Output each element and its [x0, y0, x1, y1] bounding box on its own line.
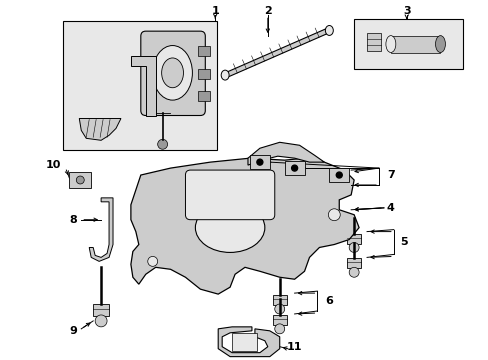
Text: 1: 1 — [211, 6, 219, 16]
Bar — [284, 161, 304, 175]
Polygon shape — [89, 198, 113, 261]
Circle shape — [336, 172, 342, 178]
Bar — [272, 315, 286, 325]
Text: 6: 6 — [325, 296, 333, 306]
Circle shape — [274, 324, 284, 334]
Ellipse shape — [435, 36, 445, 53]
Polygon shape — [79, 118, 121, 140]
Text: 8: 8 — [69, 215, 77, 225]
Polygon shape — [224, 28, 328, 77]
FancyBboxPatch shape — [141, 31, 205, 116]
Text: 11: 11 — [286, 342, 302, 352]
Circle shape — [256, 159, 263, 165]
Polygon shape — [131, 158, 358, 294]
Text: 10: 10 — [46, 160, 61, 170]
Polygon shape — [390, 36, 440, 53]
Polygon shape — [131, 56, 155, 116]
Bar — [198, 46, 210, 56]
Bar — [272, 295, 286, 305]
Text: 5: 5 — [399, 237, 407, 247]
Bar — [69, 172, 91, 188]
Bar — [346, 258, 360, 268]
Bar — [249, 155, 269, 169]
Text: 3: 3 — [402, 6, 410, 16]
Circle shape — [348, 267, 358, 277]
Circle shape — [147, 256, 157, 266]
Bar — [353, 19, 462, 69]
Ellipse shape — [221, 70, 229, 80]
Circle shape — [291, 165, 297, 171]
FancyBboxPatch shape — [185, 170, 274, 220]
Circle shape — [76, 176, 84, 184]
Circle shape — [95, 315, 107, 327]
Ellipse shape — [325, 26, 333, 35]
Text: 7: 7 — [386, 170, 394, 180]
Polygon shape — [247, 142, 324, 165]
Circle shape — [327, 209, 340, 221]
Bar — [198, 91, 210, 100]
Bar — [366, 33, 380, 51]
Ellipse shape — [195, 203, 264, 252]
Polygon shape — [218, 327, 279, 357]
Bar — [93, 304, 109, 316]
Bar — [232, 333, 256, 351]
Text: 9: 9 — [69, 326, 77, 336]
Circle shape — [157, 139, 167, 149]
Ellipse shape — [162, 58, 183, 88]
Text: 2: 2 — [264, 6, 271, 16]
Bar — [328, 168, 348, 182]
Bar — [346, 234, 360, 243]
Ellipse shape — [385, 36, 395, 53]
Text: 4: 4 — [386, 203, 394, 213]
Bar — [63, 21, 217, 150]
Ellipse shape — [152, 46, 192, 100]
Bar — [198, 69, 210, 79]
Circle shape — [348, 243, 358, 252]
Circle shape — [274, 304, 284, 314]
